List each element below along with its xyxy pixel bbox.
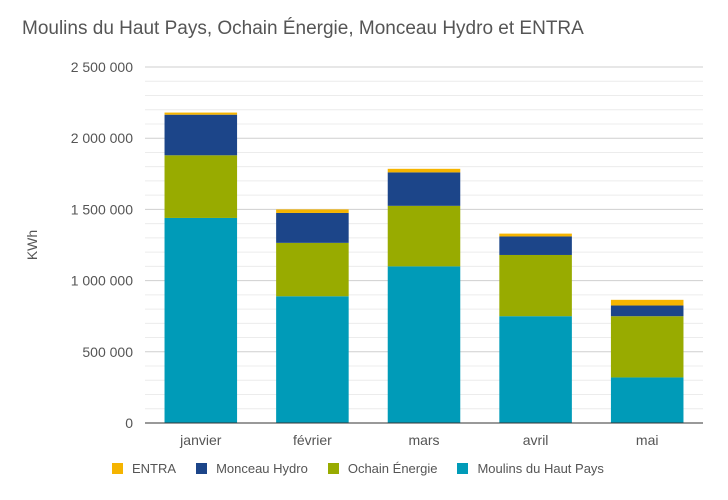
- bar-segment-février-entra: [276, 209, 349, 213]
- bar-segment-janvier-ochain-nergie: [164, 155, 238, 218]
- x-tick-label: janvier: [179, 432, 222, 448]
- y-tick-label: 500 000: [82, 344, 133, 360]
- legend-item: ENTRA: [112, 461, 176, 476]
- bar-segment-avril-ochain-nergie: [499, 254, 572, 317]
- bar-segment-avril-moulins-du-haut-pays: [499, 316, 572, 423]
- x-tick-label: avril: [523, 432, 549, 448]
- bar-segment-mars-ochain-nergie: [387, 205, 461, 267]
- bar-segment-février-moulins-du-haut-pays: [276, 296, 349, 423]
- legend-label: ENTRA: [132, 461, 177, 476]
- legend-swatch: [327, 463, 339, 474]
- y-tick-label: 1 500 000: [71, 201, 133, 217]
- bar-segment-janvier-entra: [164, 112, 238, 115]
- chart-legend: ENTRA Monceau Hydro Ochain Énergie Moulins …: [112, 461, 624, 476]
- x-tick-label: mars: [408, 432, 439, 448]
- legend-item: Moulins du Haut Pays: [457, 461, 604, 476]
- x-tick-label: mai: [636, 432, 659, 448]
- legend-item: Ochain Énergie: [327, 461, 438, 476]
- bar-segment-janvier-moulins-du-haut-pays: [164, 217, 238, 423]
- bar-segment-mars-monceau-hydro: [387, 172, 461, 206]
- chart-title: Moulins du Haut Pays, Ochain Énergie, Mo…: [22, 18, 584, 39]
- bar-segment-mars-moulins-du-haut-pays: [387, 266, 461, 423]
- bar-segment-mai-moulins-du-haut-pays: [610, 377, 684, 423]
- legend-swatch: [457, 463, 469, 474]
- bar-segment-mai-entra: [610, 299, 684, 306]
- y-tick-label: 2 500 000: [71, 59, 133, 75]
- y-tick-label: 1 000 000: [71, 273, 133, 289]
- bar-segment-avril-entra: [499, 233, 572, 237]
- y-tick-label: 2 000 000: [71, 130, 133, 146]
- bar-segment-février-ochain-nergie: [276, 242, 349, 297]
- x-tick-label: février: [293, 432, 332, 448]
- legend-swatch: [112, 463, 123, 474]
- legend-label: Ochain Énergie: [347, 461, 438, 476]
- bar-segment-février-monceau-hydro: [276, 212, 349, 243]
- bar-segment-mars-entra: [387, 168, 461, 173]
- bar-segment-avril-monceau-hydro: [499, 236, 572, 255]
- y-axis-title: KWh: [24, 230, 40, 260]
- y-tick-label: 0: [125, 415, 133, 431]
- bar-segment-mai-ochain-nergie: [610, 316, 684, 378]
- bar-segment-janvier-monceau-hydro: [164, 114, 238, 156]
- legend-label: Moulins du Haut Pays: [477, 461, 604, 476]
- bar-segment-mai-monceau-hydro: [610, 305, 684, 317]
- legend-swatch: [196, 463, 208, 474]
- legend-label: Monceau Hydro: [216, 461, 308, 476]
- legend-item: Monceau Hydro: [196, 461, 308, 476]
